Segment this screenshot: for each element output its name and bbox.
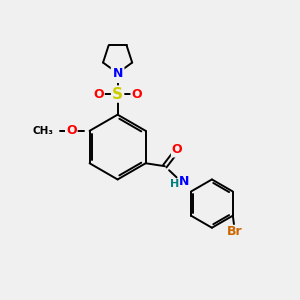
Text: H: H [170,179,179,190]
Text: CH₃: CH₃ [33,126,54,136]
Text: O: O [131,88,142,100]
Text: O: O [172,143,182,157]
Text: N: N [112,68,123,82]
Text: Br: Br [226,225,242,239]
Text: N: N [112,67,123,80]
Text: N: N [179,175,189,188]
Text: S: S [112,87,123,102]
Text: O: O [66,124,76,137]
Text: O: O [93,88,104,100]
